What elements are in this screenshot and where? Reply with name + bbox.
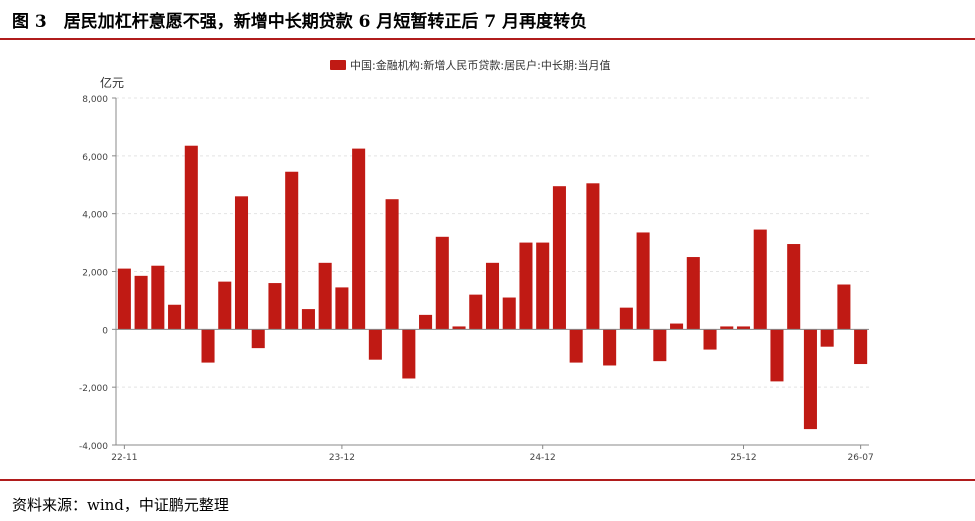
bar [352, 148, 366, 330]
bar [619, 307, 633, 330]
bar [184, 145, 198, 330]
bar [117, 268, 131, 330]
bar [251, 329, 265, 349]
bar [385, 199, 399, 330]
figure-title: 图 3 居民加杠杆意愿不强，新增中长期贷款 6 月短暂转正后 7 月再度转负 [12, 12, 588, 32]
y-axis: -4,000 -2,000 0 2,000 4,000 6,000 8,000 [79, 95, 117, 452]
top-rule [0, 38, 975, 40]
x-tick-label: 24-12 [530, 453, 556, 463]
figure-header: 图 3 居民加杠杆意愿不强，新增中长期贷款 6 月短暂转正后 7 月再度转负 [0, 0, 975, 40]
bar [703, 329, 717, 350]
y-axis-unit: 亿元 [100, 75, 124, 90]
bar [552, 186, 566, 330]
bar [636, 232, 650, 330]
bar [285, 171, 299, 330]
source-note: 资料来源：wind，中证鹏元整理 [12, 496, 229, 514]
bar [201, 329, 215, 363]
bottom-rule [0, 479, 975, 481]
y-tick-label: 6,000 [82, 153, 108, 163]
bar [452, 326, 466, 330]
bar [670, 323, 684, 330]
bar [502, 297, 516, 330]
bar [335, 287, 349, 330]
bars [117, 145, 868, 430]
bar [168, 304, 182, 330]
bar [803, 329, 817, 430]
bar [402, 329, 416, 379]
bar [485, 262, 500, 330]
bar [234, 196, 249, 330]
legend: 中国:金融机构:新增人民币贷款:居民户:中长期:当月值 [330, 58, 611, 72]
x-tick-label: 25-12 [730, 453, 756, 463]
bar [736, 326, 751, 330]
bar [770, 329, 784, 382]
bar [854, 329, 868, 365]
legend-label: 中国:金融机构:新增人民币贷款:居民户:中长期:当月值 [350, 58, 611, 72]
bar [301, 309, 315, 330]
bar [536, 242, 550, 330]
x-tick-label: 26-07 [848, 453, 874, 463]
bar [469, 294, 483, 330]
x-tick-label: 23-12 [329, 453, 355, 463]
bar [837, 284, 851, 330]
bar [318, 262, 332, 330]
bar [603, 329, 617, 366]
y-tick-label: -4,000 [79, 442, 108, 452]
y-tick-label: -2,000 [79, 384, 108, 394]
bar [753, 229, 767, 330]
bar [368, 329, 382, 360]
bar [218, 281, 232, 330]
y-tick-label: 0 [102, 326, 108, 336]
y-tick-label: 4,000 [82, 211, 108, 221]
bar [653, 329, 667, 362]
x-axis: 22-11 23-12 24-12 25-12 26-07 [111, 328, 874, 463]
bar [569, 329, 583, 363]
chart: 中国:金融机构:新增人民币贷款:居民户:中长期:当月值 亿元 -4,000 -2,… [79, 58, 874, 463]
bar [787, 244, 801, 330]
bar [820, 329, 834, 347]
bar [268, 283, 282, 330]
y-tick-label: 2,000 [82, 269, 108, 279]
y-tick-label: 8,000 [82, 95, 108, 105]
legend-swatch [330, 60, 346, 70]
bar [134, 275, 148, 330]
bar [151, 265, 165, 330]
bar [586, 183, 600, 330]
bar [419, 314, 433, 330]
x-tick-label: 22-11 [111, 453, 137, 463]
bar [435, 236, 449, 330]
bar [686, 257, 700, 330]
bar [720, 326, 734, 330]
bar [519, 242, 533, 330]
